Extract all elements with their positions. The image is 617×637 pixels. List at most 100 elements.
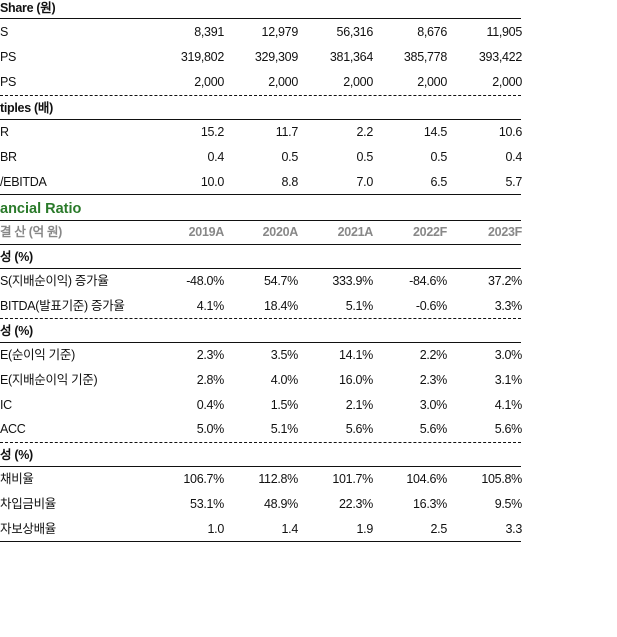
profitability-row-value: 16.0% — [339, 372, 373, 387]
divider — [0, 541, 521, 542]
growth-row-value: -48.0% — [186, 274, 224, 288]
section-per-share: Share (원) — [0, 0, 521, 20]
divider — [0, 342, 521, 343]
divider — [0, 194, 521, 195]
per-share-row-value: 8,391 — [194, 25, 224, 39]
growth-row-value: 37.2% — [488, 274, 522, 288]
per-share-row-value: 2,000 — [343, 74, 373, 89]
stability-row-value: 2.5 — [430, 521, 448, 536]
divider — [0, 220, 521, 221]
profitability-row-value: 0.4% — [196, 397, 225, 412]
multiples-row-value: 6.5 — [430, 174, 448, 189]
per-share-row-label: PS — [0, 49, 17, 64]
per-share-row-label: S — [0, 25, 9, 39]
section-growth: 성 (%) — [0, 245, 521, 269]
section-growth-label: 성 (%) — [0, 250, 33, 264]
growth-row-value: 5.1% — [345, 298, 374, 313]
stability-row-value: 53.1% — [190, 496, 224, 511]
growth-row-value: 54.7% — [264, 274, 298, 288]
stability-row-value: 16.3% — [413, 496, 447, 511]
growth-row-value: 4.1% — [196, 298, 225, 313]
per-share-row: PS 2,000 2,000 2,000 2,000 2,000 — [0, 70, 522, 94]
multiples-row-value: 5.7 — [505, 174, 523, 189]
stability-row: 차입금비율 53.1% 48.9% 22.3% 16.3% 9.5% — [0, 492, 522, 516]
stability-row-value: 104.6% — [406, 472, 447, 486]
year-header-value: 2022F — [413, 225, 447, 239]
stability-row-value: 22.3% — [339, 496, 373, 511]
section-stability: 성 (%) — [0, 443, 521, 467]
growth-row: S(지배순이익) 증가율 -48.0% 54.7% 333.9% -84.6% 37.2% — [0, 269, 522, 293]
per-share-row-value: 319,802 — [180, 49, 224, 64]
multiples-row-value: 8.8 — [281, 174, 299, 189]
per-share-row-value: 393,422 — [478, 49, 522, 64]
stability-row-value: 3.3 — [505, 521, 523, 536]
stability-row-value: 112.8% — [258, 472, 298, 486]
divider — [0, 442, 521, 443]
multiples-row-value: 10.0 — [200, 174, 224, 189]
per-share-row-value: 2,000 — [492, 74, 522, 89]
profitability-row-value: 14.1% — [339, 348, 373, 362]
year-header-value: 2019A — [188, 225, 225, 239]
per-share-row-value: 8,676 — [417, 25, 447, 39]
year-header-value: 2021A — [337, 225, 374, 239]
divider — [0, 466, 521, 467]
divider — [0, 18, 521, 19]
growth-row: BITDA(발표기준) 증가율 4.1% 18.4% 5.1% -0.6% 3.3% — [0, 294, 523, 318]
per-share-row-value: 2,000 — [417, 74, 447, 89]
section-multiples-label: tiples (배) — [0, 101, 53, 115]
profitability-row-value: 3.0% — [419, 397, 448, 412]
multiples-row-value: 14.5 — [423, 125, 447, 139]
stability-row-value: 48.9% — [264, 496, 298, 511]
divider — [0, 268, 521, 269]
multiples-row-value: 10.6 — [498, 125, 522, 139]
profitability-row-value: 4.1% — [494, 397, 523, 412]
per-share-row: S 8,391 12,979 56,316 8,676 11,905 — [0, 20, 522, 44]
growth-row-value: 18.4% — [264, 298, 298, 313]
divider — [0, 95, 521, 96]
multiples-row-label: BR — [0, 149, 17, 164]
stability-row-value: 1.9 — [356, 521, 374, 536]
profitability-row-value: 1.5% — [270, 397, 299, 412]
growth-row-label: BITDA(발표기준) 증가율 — [0, 298, 125, 313]
stability-row-value: 1.0 — [207, 521, 225, 536]
profitability-row-value: 5.6% — [494, 422, 523, 437]
multiples-row: BR 0.4 0.5 0.5 0.5 0.4 — [0, 145, 523, 169]
per-share-row-label: PS — [0, 74, 17, 89]
per-share-row-value: 329,309 — [254, 49, 298, 64]
multiples-row-value: 0.4 — [505, 149, 523, 164]
profitability-row: E(지배순이익 기준) 2.8% 4.0% 16.0% 2.3% 3.1% — [0, 368, 523, 392]
multiples-row-label: /EBITDA — [0, 174, 47, 189]
year-header-value: 2020A — [262, 225, 299, 239]
per-share-row-value: 2,000 — [194, 74, 224, 89]
profitability-row-value: 5.6% — [419, 422, 448, 437]
per-share-row-value: 56,316 — [336, 25, 374, 39]
multiples-row-value: 0.5 — [356, 149, 374, 164]
multiples-row-value: 15.2 — [200, 125, 224, 139]
profitability-row-label: E(순이익 기준) — [0, 348, 75, 362]
multiples-row-value: 0.5 — [430, 149, 448, 164]
profitability-row: IC 0.4% 1.5% 2.1% 3.0% 4.1% — [0, 393, 523, 417]
multiples-row-value: 2.2 — [356, 125, 374, 139]
multiples-row-label: R — [0, 125, 9, 139]
profitability-row-value: 4.0% — [270, 372, 299, 387]
growth-row-label: S(지배순이익) 증가율 — [0, 274, 109, 288]
multiples-row-value: 11.7 — [275, 125, 299, 139]
profitability-row-value: 5.6% — [345, 422, 374, 437]
section-stability-label: 성 (%) — [0, 448, 33, 462]
stability-row: 채비율 106.7% 112.8% 101.7% 104.6% 105.8% — [0, 467, 522, 491]
multiples-row-value: 0.5 — [281, 149, 299, 164]
per-share-row-value: 11,905 — [486, 25, 522, 39]
growth-row-value: 333.9% — [332, 274, 373, 288]
profitability-row-label: IC — [0, 397, 12, 412]
profitability-row-value: 3.1% — [494, 372, 523, 387]
multiples-row-value: 7.0 — [356, 174, 374, 189]
stability-row-value: 1.4 — [281, 521, 299, 536]
profitability-row-value: 2.3% — [419, 372, 448, 387]
section-profitability-label: 성 (%) — [0, 324, 33, 338]
stability-row-value: 106.7% — [183, 472, 224, 486]
year-header-value: 2023F — [488, 225, 522, 239]
multiples-row: /EBITDA 10.0 8.8 7.0 6.5 5.7 — [0, 170, 523, 194]
divider — [0, 119, 521, 120]
growth-row-value: 3.3% — [494, 298, 523, 313]
